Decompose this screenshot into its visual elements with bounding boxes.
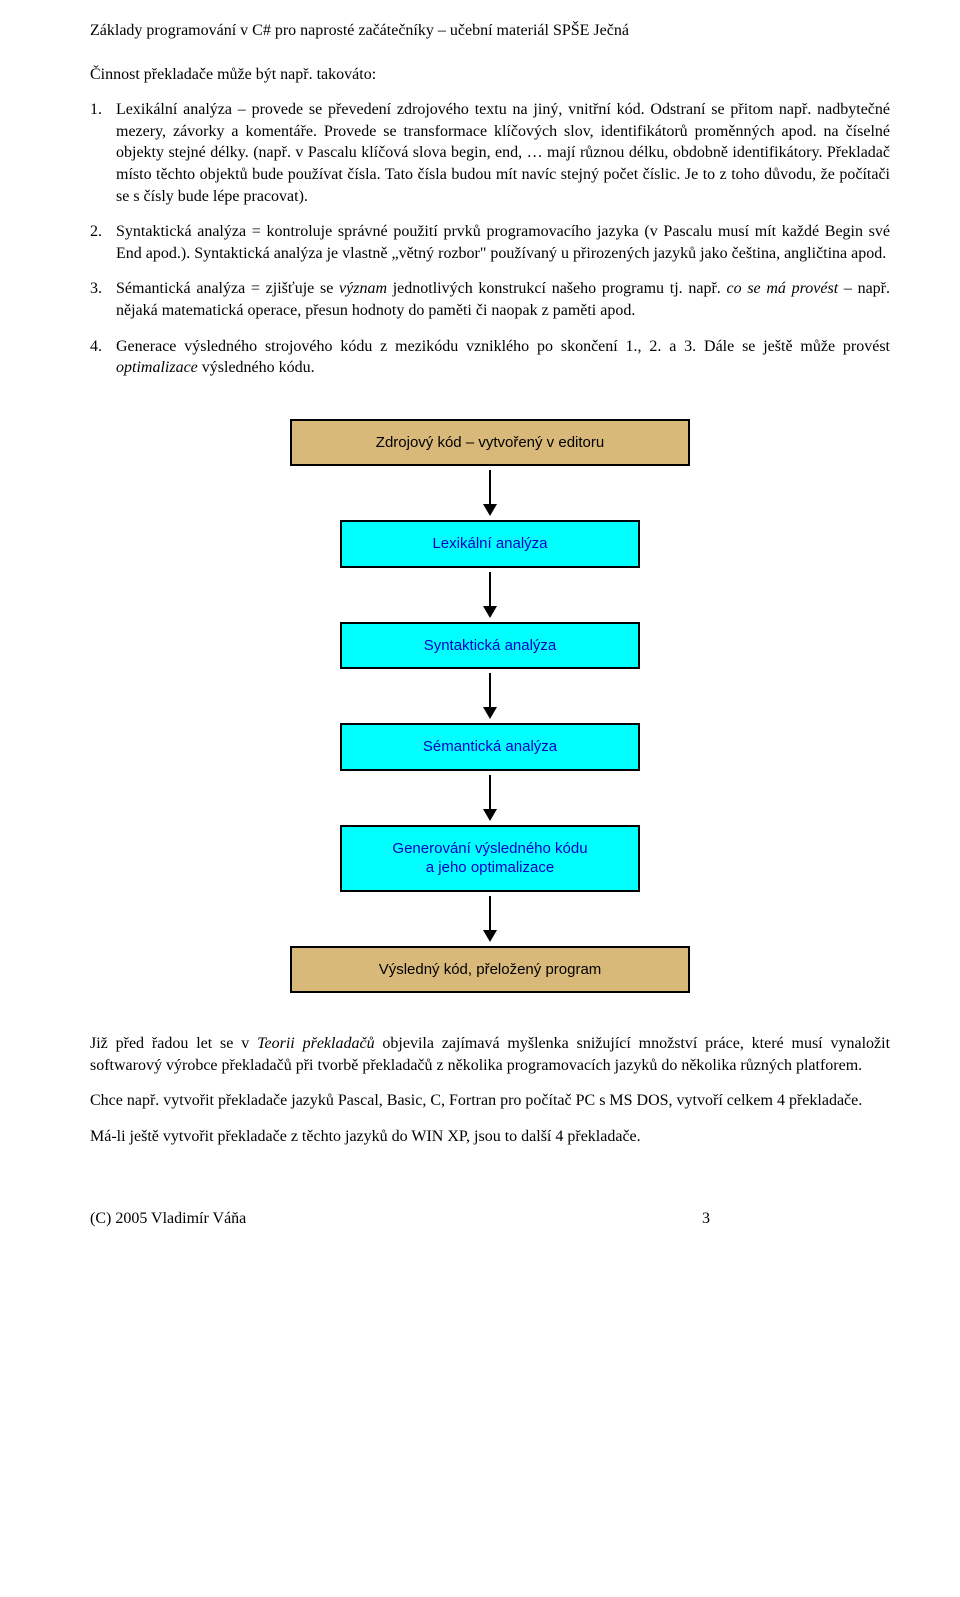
list-item-number: 2. bbox=[90, 221, 116, 264]
page-footer: (C) 2005 Vladimír Váňa 3 bbox=[90, 1208, 890, 1230]
list-item-number: 4. bbox=[90, 336, 116, 379]
intro-text: Činnost překladače může být např. taková… bbox=[90, 64, 890, 86]
compiler-flowchart: Zdrojový kód – vytvořený v editoru Lexiká… bbox=[90, 419, 890, 994]
paragraph-2: Chce např. vytvořit překladače jazyků Pa… bbox=[90, 1090, 890, 1112]
flowchart-node: Sémantická analýza bbox=[340, 723, 640, 771]
flowchart-node: Zdrojový kód – vytvořený v editoru bbox=[290, 419, 690, 467]
list-item-body: Sémantická analýza = zjišťuje se význam … bbox=[116, 278, 890, 321]
arrow-down-icon bbox=[483, 572, 497, 618]
list-item-body: Generace výsledného strojového kódu z me… bbox=[116, 336, 890, 379]
numbered-list: 1.Lexikální analýza – provede se převede… bbox=[90, 99, 890, 379]
flowchart-node: Lexikální analýza bbox=[340, 520, 640, 568]
arrow-down-icon bbox=[483, 896, 497, 942]
list-item: 4.Generace výsledného strojového kódu z … bbox=[90, 336, 890, 379]
arrow-down-icon bbox=[483, 470, 497, 516]
paragraph-3: Má-li ještě vytvořit překladače z těchto… bbox=[90, 1126, 890, 1148]
paragraph-1: Již před řadou let se v Teorii překladač… bbox=[90, 1033, 890, 1076]
flowchart-node: Syntaktická analýza bbox=[340, 622, 640, 670]
list-item: 3.Sémantická analýza = zjišťuje se význa… bbox=[90, 278, 890, 321]
page-header: Základy programování v C# pro naprosté z… bbox=[90, 20, 890, 42]
list-item: 2.Syntaktická analýza = kontroluje správ… bbox=[90, 221, 890, 264]
list-item-body: Syntaktická analýza = kontroluje správné… bbox=[116, 221, 890, 264]
flowchart-node: Výsledný kód, přeložený program bbox=[290, 946, 690, 994]
footer-author: (C) 2005 Vladimír Váňa bbox=[90, 1208, 246, 1230]
list-item-number: 1. bbox=[90, 99, 116, 207]
list-item-number: 3. bbox=[90, 278, 116, 321]
list-item-body: Lexikální analýza – provede se převedení… bbox=[116, 99, 890, 207]
list-item: 1.Lexikální analýza – provede se převede… bbox=[90, 99, 890, 207]
flowchart-node: Generování výsledného kódua jeho optimal… bbox=[340, 825, 640, 892]
arrow-down-icon bbox=[483, 673, 497, 719]
footer-page-number: 3 bbox=[702, 1208, 710, 1230]
arrow-down-icon bbox=[483, 775, 497, 821]
